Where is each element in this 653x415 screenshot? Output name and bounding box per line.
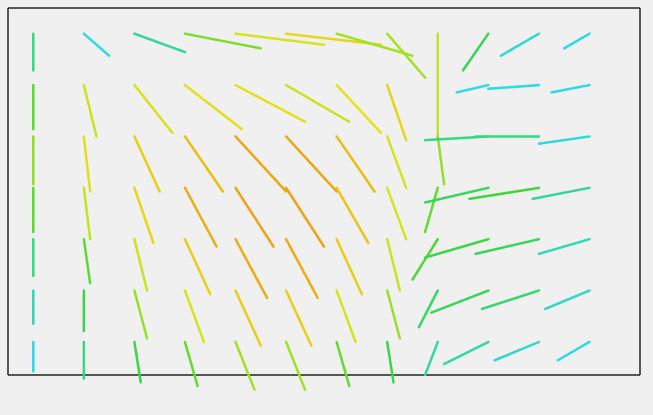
- vector: [385, 340, 395, 384]
- vector: [442, 340, 490, 366]
- vector: [82, 83, 98, 138]
- vector: [183, 83, 244, 131]
- vector: [82, 135, 92, 193]
- vector: [335, 340, 351, 388]
- vector: [480, 289, 541, 311]
- vector: [537, 135, 591, 146]
- vector: [133, 83, 174, 135]
- vector: [423, 237, 490, 259]
- vector: [436, 135, 446, 186]
- vector: [133, 186, 155, 245]
- vector: [461, 32, 490, 72]
- vector: [487, 83, 541, 90]
- vector: [284, 237, 319, 300]
- vector: [234, 135, 288, 193]
- vector: [133, 32, 187, 54]
- vector: [234, 186, 275, 248]
- vector: [284, 135, 338, 193]
- vector: [183, 289, 206, 344]
- vector: [423, 186, 440, 234]
- vector: [385, 237, 402, 292]
- vector: [550, 83, 591, 94]
- vector: [417, 289, 440, 329]
- vector: [385, 289, 402, 340]
- vector: [423, 186, 490, 204]
- vector: [493, 340, 541, 362]
- vector: [133, 135, 161, 193]
- vector: [335, 32, 414, 57]
- vector: [423, 340, 440, 377]
- vector: [499, 32, 541, 57]
- vector: [284, 186, 326, 248]
- vector: [562, 32, 591, 50]
- vector: [455, 83, 490, 94]
- vector: [183, 340, 199, 388]
- vector: [82, 186, 92, 241]
- vector: [234, 32, 326, 46]
- vector: [537, 237, 591, 256]
- vector: [430, 289, 490, 314]
- vector: [234, 83, 307, 124]
- vector: [385, 186, 408, 241]
- vector: [531, 186, 591, 201]
- vector: [82, 237, 92, 285]
- vector: [133, 340, 142, 384]
- vector: [234, 340, 256, 391]
- vector: [335, 289, 357, 344]
- vector: [556, 340, 591, 362]
- vector: [335, 186, 370, 245]
- vector: [335, 135, 376, 193]
- vector: [183, 32, 263, 50]
- vector: [543, 289, 591, 311]
- vector: [234, 289, 263, 347]
- vector: [82, 32, 111, 57]
- vector: [133, 237, 149, 292]
- vector: [183, 135, 225, 193]
- vector: [335, 83, 383, 135]
- vector: [335, 237, 364, 296]
- vector: [468, 186, 541, 201]
- vector: [183, 186, 218, 248]
- vector: [385, 83, 408, 142]
- vector: [284, 83, 351, 124]
- vector: [474, 237, 541, 256]
- vector: [284, 340, 307, 391]
- vector: [385, 135, 408, 190]
- vector: [183, 237, 212, 296]
- vector: [133, 289, 149, 340]
- vector: [284, 289, 313, 347]
- vector: [411, 237, 440, 281]
- vector: [385, 32, 427, 79]
- vector: [234, 237, 269, 300]
